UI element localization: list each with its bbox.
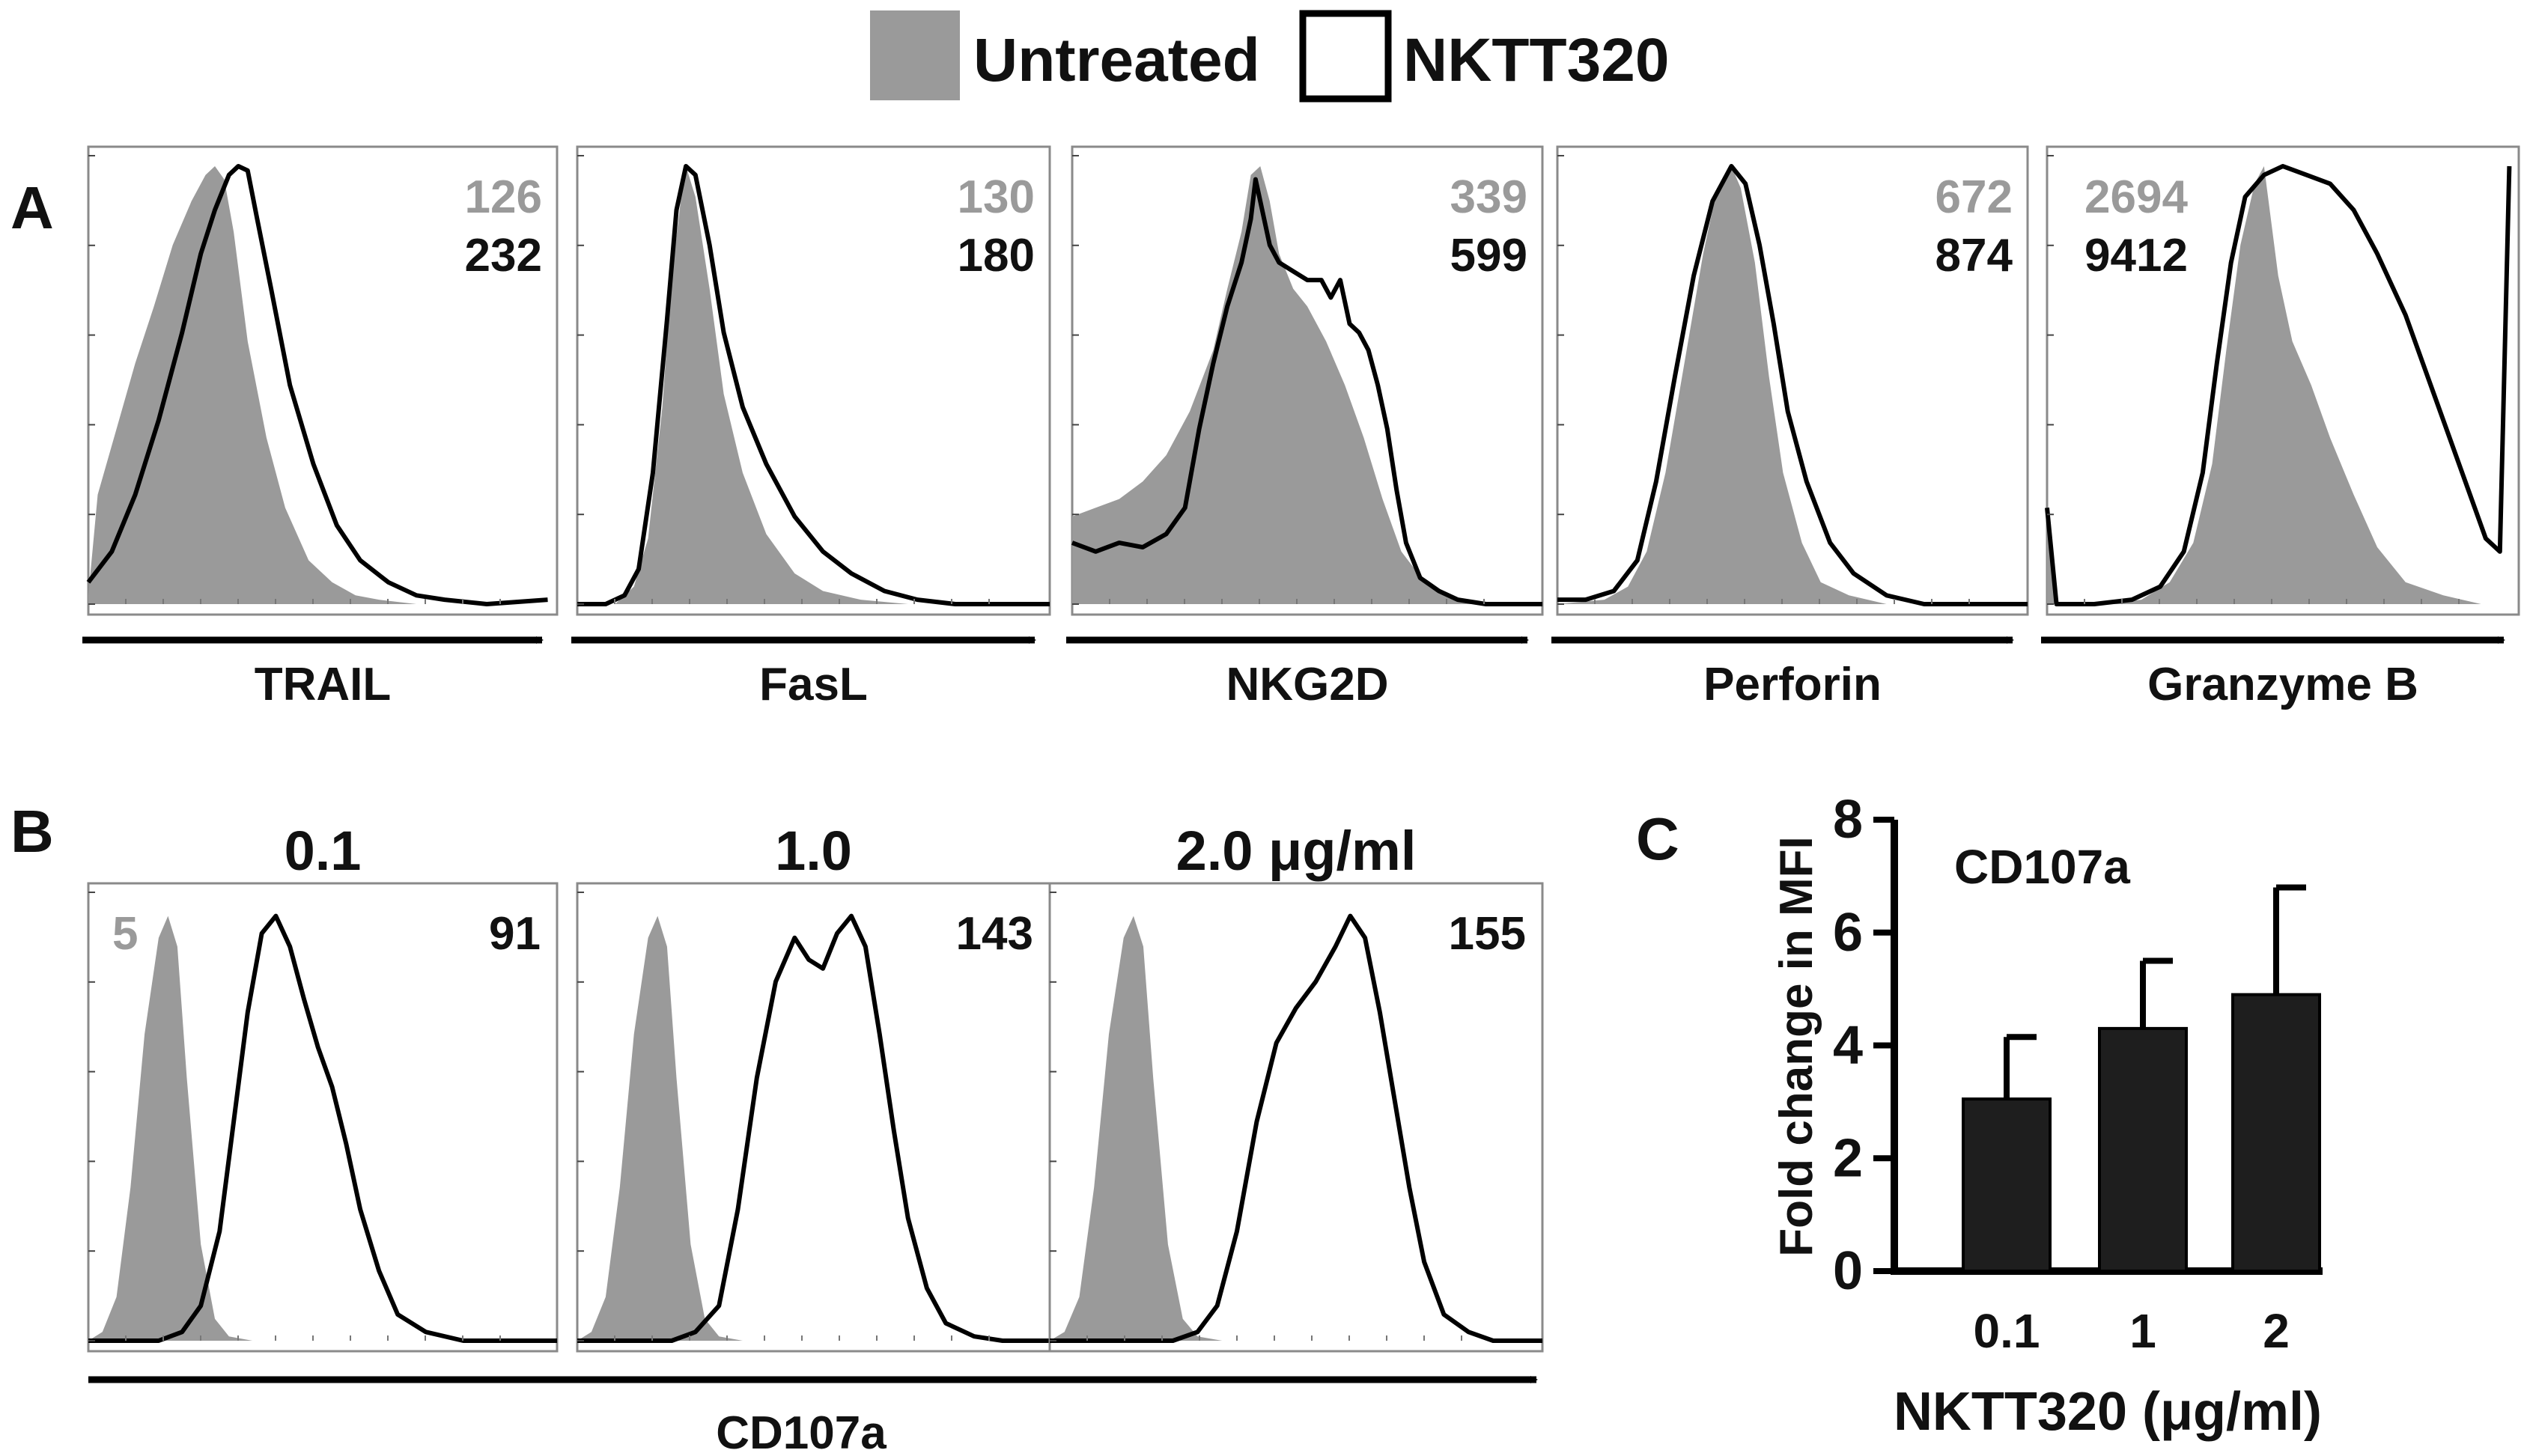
panel-label-c: C [1636,805,1679,872]
panel-a-granzyme-b-nktt320-histogram [2045,164,2512,606]
panel-a-fasl-mfi-untreated: 130 [958,171,1035,223]
panel-a-fasl-mfi-treated: 180 [958,230,1035,281]
bar-y-tick-label: 2 [1833,1128,1863,1188]
legend-untreated-swatch [870,10,960,100]
panel-b-3-mfi-treated: 155 [1449,908,1526,960]
panel-b-2-title: 1.0 [775,820,852,882]
panel-b-1-mfi-untreated: 5 [112,908,138,960]
panel-b-2-mfi-treated: 143 [956,908,1033,960]
legend-nktt320-swatch [1299,10,1392,103]
panel-a-trail-mfi-treated: 232 [465,230,542,281]
bar-1 [1962,1097,2052,1273]
bar-chart-title: CD107a [1954,840,2130,894]
panel-a-nkg2d-untreated-histogram [1072,166,1542,604]
panel-a-nkg2d-mfi-treated: 599 [1450,230,1527,281]
bar-x-tick-label: 0.1 [1974,1304,2040,1358]
legend-nktt320-label: NKTT320 [1403,26,1669,94]
panel-a-perforin-nktt320-histogram [1557,164,2028,606]
panel-b: CD107a 0.1 91 1.0 143 2.0 μg/ml 155 5 [87,820,1544,1456]
panel-a-granzyme-b-mfi-untreated: 2694 [2084,171,2188,223]
bar-y-tick-label: 6 [1833,903,1863,963]
panel-a-trail-nktt320-histogram [86,164,548,606]
panel-b-1-title: 0.1 [285,820,362,882]
panel-c: CD107a Fold change in MFI NKTT320 (μg/ml… [1771,790,2323,1442]
panel-b-1-mfi-treated: 91 [489,908,541,960]
panel-a-fasl-nktt320-histogram [577,164,1050,606]
panel-a-perforin-xlabel: Perforin [1703,659,1882,710]
panel-label-a: A [10,174,54,241]
bar-x-tick-label: 2 [2263,1304,2290,1358]
panel-a-granzyme-b-xlabel: Granzyme B [2147,659,2418,710]
bar-y-tick-label: 0 [1833,1241,1863,1301]
panel-b-3-title: 2.0 μg/ml [1176,820,1417,882]
bar-y-axis-label: Fold change in MFI [1771,836,1822,1256]
panel-b-3-nktt320-histogram [1050,913,1542,1343]
panel-b-2-nktt320-histogram [577,913,1050,1343]
bar-2 [2098,1026,2188,1273]
bar-y-tick-label: 4 [1833,1016,1863,1076]
panel-a-fasl-xlabel: FasL [759,659,868,710]
panel-b-xlabel: CD107a [716,1407,887,1456]
panel-a: 126 232 TRAIL 130 180 FasL 339 599 NKG2D 672 874 Pe… [82,145,2520,710]
panel-a-nkg2d-xlabel: NKG2D [1226,659,1388,710]
legend-untreated-label: Untreated [973,26,1260,94]
panel-a-nkg2d-mfi-untreated: 339 [1450,171,1527,223]
panel-a-perforin-untreated-histogram [1557,166,2028,604]
bar-x-tick-label: 1 [2129,1304,2156,1358]
panel-a-granzyme-b-untreated-histogram [2047,166,2519,604]
panel-b-2-untreated-histogram [577,916,1050,1341]
bar-y-tick-label: 8 [1833,790,1863,850]
panel-b-1-untreated-histogram [88,916,557,1341]
panel-b-1-nktt320-histogram [88,913,557,1343]
legend: Untreated NKTT320 [870,10,1669,103]
panel-a-trail-untreated-histogram [88,166,557,604]
panel-a-perforin-mfi-untreated: 672 [1935,171,2013,223]
panel-a-trail-mfi-untreated: 126 [465,171,542,223]
panel-a-nkg2d-nktt320-histogram [1071,177,1542,606]
panel-a-trail-xlabel: TRAIL [255,659,392,710]
panel-a-granzyme-b-mfi-treated: 9412 [2084,230,2188,281]
panel-b-3-untreated-histogram [1050,916,1542,1341]
panel-a-fasl-untreated-histogram [577,166,1050,604]
bar-x-axis-label: NKTT320 (μg/ml) [1894,1382,2322,1442]
bar-3 [2231,993,2321,1273]
panel-label-b: B [10,798,54,865]
panel-a-perforin-mfi-treated: 874 [1935,230,2013,281]
